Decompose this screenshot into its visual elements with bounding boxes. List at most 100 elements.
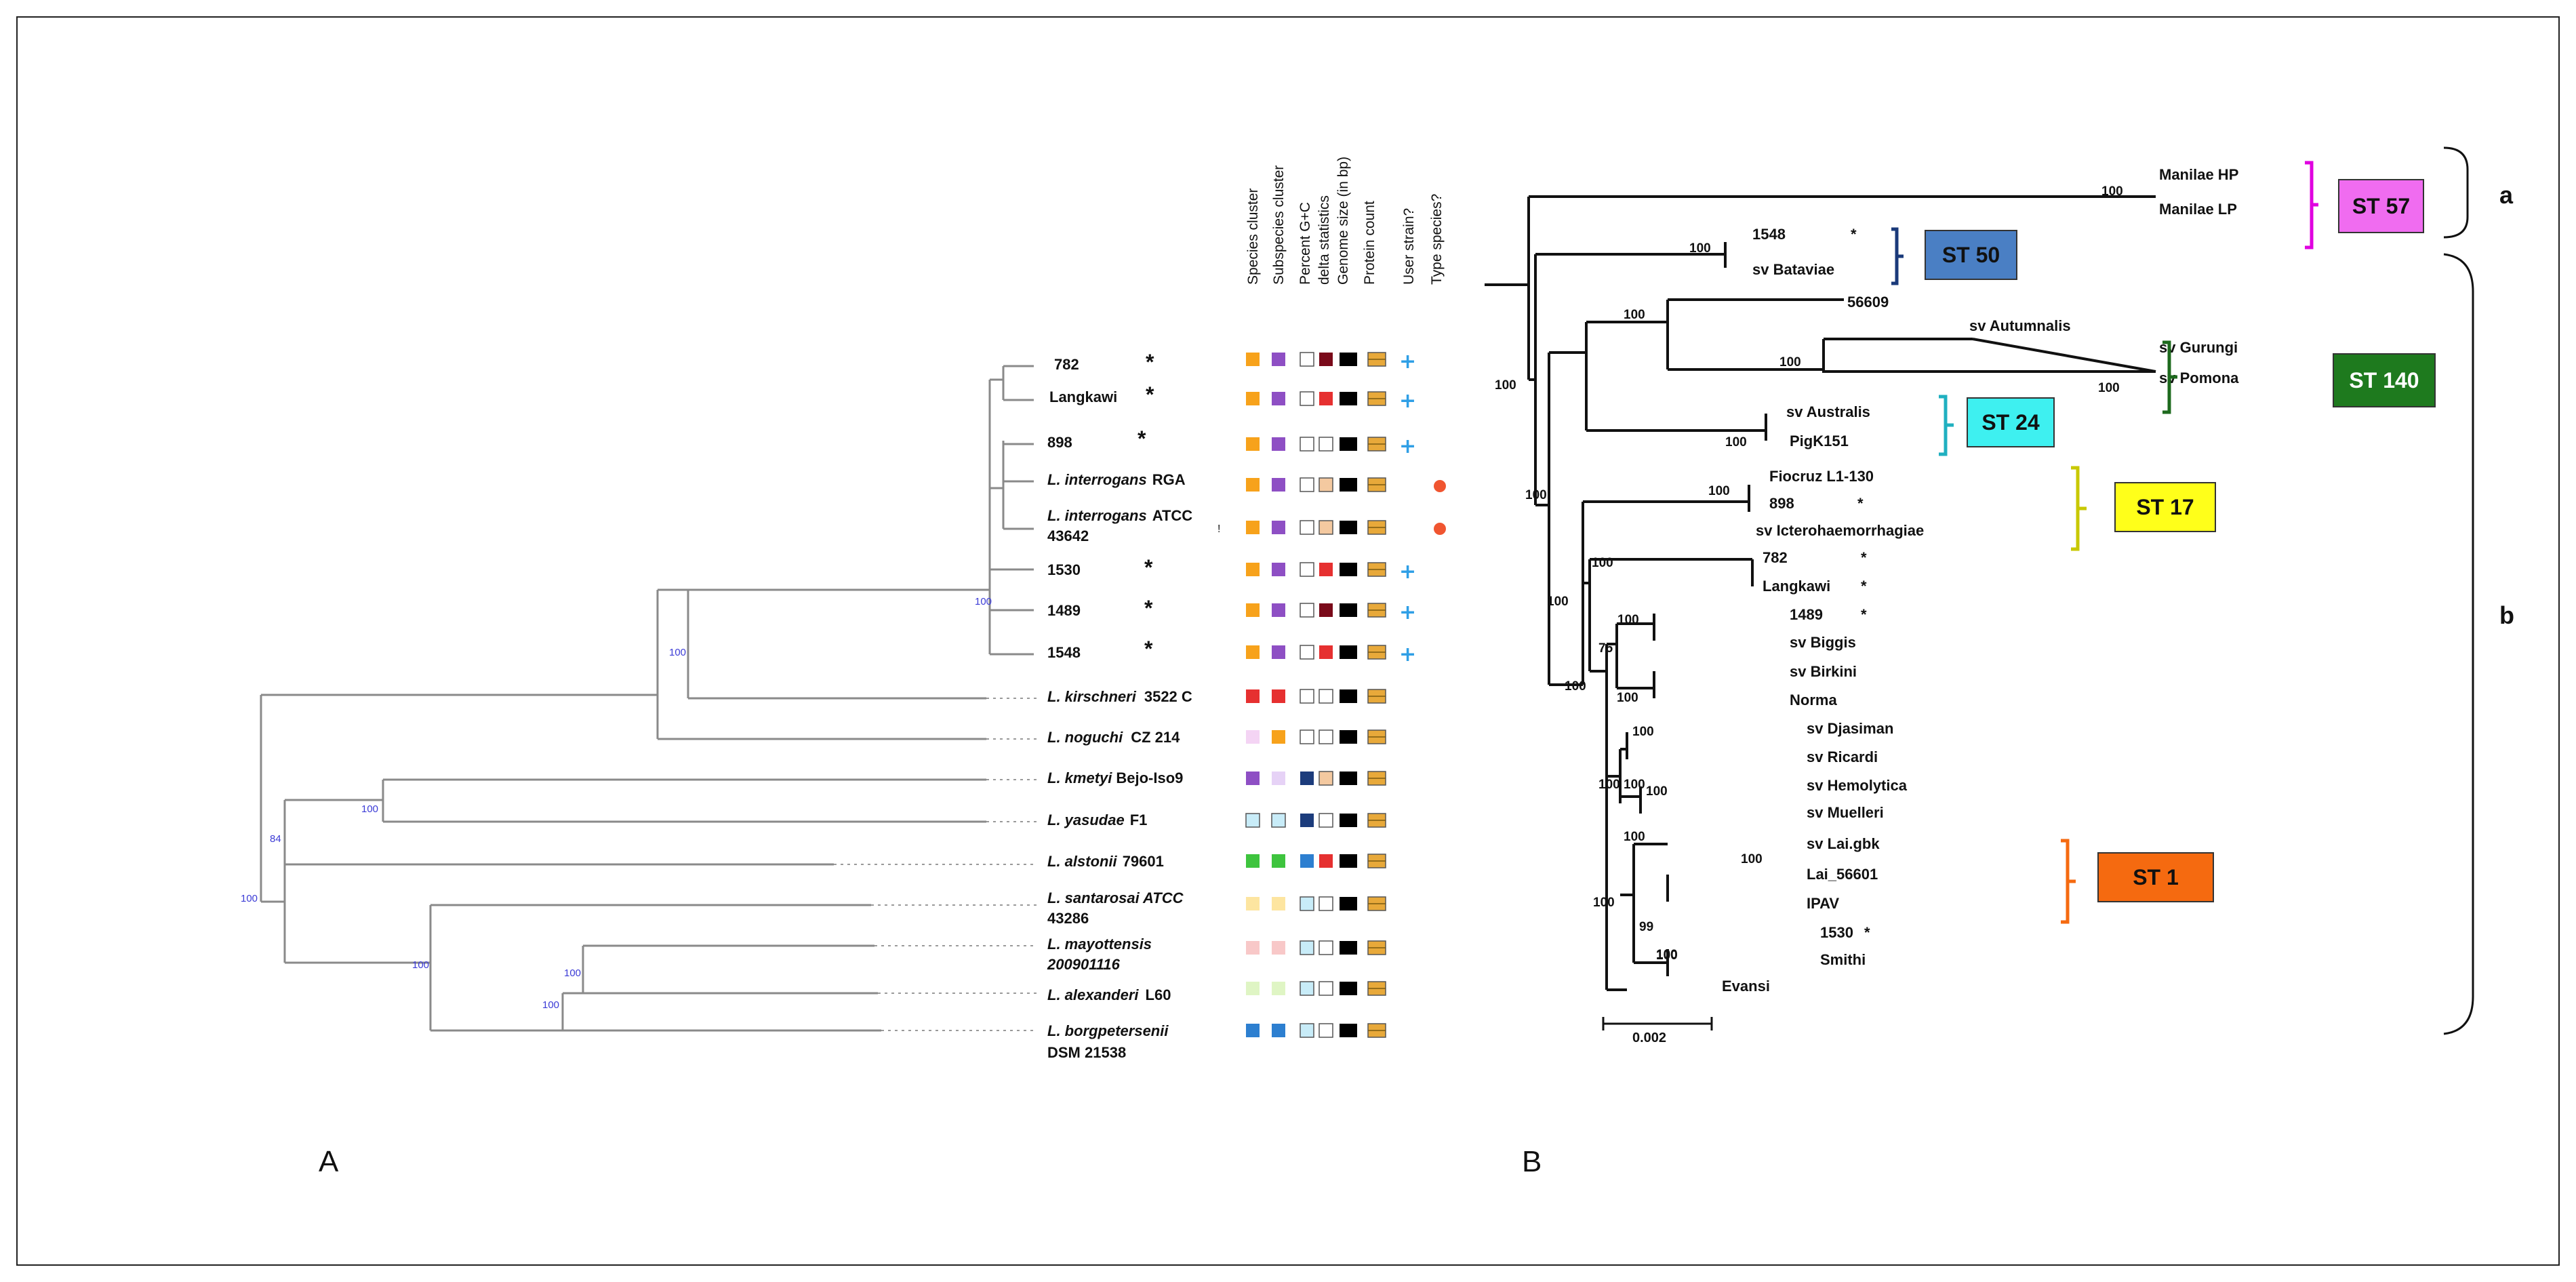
cluster-swatch (1319, 520, 1333, 535)
user-strain-cross-icon: + (1399, 643, 1416, 666)
taxon-name: L. yasudae (1047, 812, 1125, 828)
bootstrap-a-7: 100 (564, 967, 581, 979)
cluster-swatch (1319, 1023, 1333, 1038)
cluster-swatch (1340, 772, 1357, 785)
scale-bar-label: 0.002 (1632, 1030, 1666, 1045)
svg-text:898: 898 (1047, 434, 1072, 451)
bootstrap-b-11: 100 (1547, 595, 1569, 609)
st-box (2114, 482, 2216, 532)
panel-b-leaves: Manilae HP Manilae LP 1548 * sv Bataviae… (1722, 166, 2239, 995)
taxon-strain: DSM 21538 (1047, 1044, 1126, 1061)
user-strain-star: * (1144, 637, 1153, 661)
leaf-star: * (1857, 495, 1864, 512)
panel-a-label: A (319, 1145, 339, 1178)
bootstrap-b-7: 100 (1725, 435, 1747, 449)
bootstrap-a-4: 100 (412, 959, 429, 971)
bootstrap-b-4: 100 (1779, 355, 1801, 369)
taxon-name: L. mayottensis (1047, 936, 1152, 953)
user-strain-star: * (1138, 426, 1146, 451)
leaf-label: Lai_56601 (1807, 866, 1878, 883)
bootstrap-b-5: 100 (2098, 381, 2120, 395)
leaf-label: sv Australis (1786, 403, 1870, 420)
taxon-strain: 200901116 (1047, 956, 1121, 973)
bootstrap-b-25: 100 (1656, 948, 1678, 963)
cluster-swatch (1272, 854, 1285, 868)
st-label: ST 50 (1942, 243, 2000, 267)
taxon-name: 782 (1054, 356, 1079, 373)
cluster-swatch (1340, 645, 1357, 659)
bootstrap-b-12: 100 (1617, 613, 1639, 627)
leaf-label: sv Gurungi (2159, 339, 2238, 356)
bootstrap-b-13: 100 (1565, 679, 1586, 694)
leaf-star: * (1851, 226, 1857, 243)
user-strain-cross-icon: + (1399, 389, 1416, 413)
leaf-star: * (1861, 549, 1867, 566)
col-header-subspecies-cluster: Subspecies cluster (1271, 165, 1287, 285)
cluster-swatch (1272, 730, 1285, 744)
st-label: ST 1 (2133, 865, 2179, 889)
taxon-strain: 43642 (1047, 527, 1089, 544)
col-header-species-cluster: Species cluster (1245, 188, 1261, 285)
st-brackets (1891, 161, 2318, 924)
bootstrap-a-6: 100 (241, 893, 258, 904)
cluster-swatch (1319, 689, 1333, 704)
cluster-swatch (1300, 562, 1314, 577)
cluster-swatch (1272, 941, 1285, 955)
cluster-swatch (1246, 941, 1260, 955)
cluster-swatch (1246, 563, 1260, 576)
cluster-swatch (1319, 896, 1333, 911)
leaf-label: 782 (1763, 549, 1788, 566)
cluster-swatch (1272, 603, 1285, 617)
leaf-label: 1489 (1790, 606, 1823, 623)
bootstrap-a-1: 100 (975, 596, 992, 607)
svg-text:782: 782 (1054, 356, 1079, 373)
cluster-swatch (1340, 1024, 1357, 1037)
group-label-a: a (2499, 181, 2514, 209)
leaf-label: Norma (1790, 692, 1837, 708)
cluster-swatch (1319, 981, 1333, 996)
bootstrap-b-9: 100 (1708, 484, 1730, 498)
cluster-swatch (1300, 814, 1314, 827)
cluster-swatch (1272, 897, 1285, 910)
svg-text:Langkawi: Langkawi (1049, 388, 1117, 405)
bootstrap-b-19: 100 (1646, 784, 1668, 799)
cluster-swatch (1300, 854, 1314, 868)
cluster-swatch (1319, 477, 1333, 492)
cluster-swatch (1246, 353, 1260, 366)
user-strain-cross-icon: + (1399, 560, 1416, 584)
cluster-swatch (1272, 521, 1285, 534)
st-box (2097, 852, 2214, 902)
svg-text:1530: 1530 (1047, 561, 1081, 578)
leaf-star: * (1861, 578, 1867, 595)
leaf-label: Langkawi (1763, 578, 1830, 595)
cluster-swatch (1319, 392, 1333, 405)
bootstrap-b-24: 99 (1639, 920, 1653, 934)
bootstrap-b-14: 75 (1598, 641, 1613, 656)
cluster-swatch (1319, 854, 1333, 868)
cluster-swatch (1272, 689, 1285, 703)
col-header-gc: Percent G+C (1297, 202, 1313, 285)
cluster-swatch (1272, 353, 1285, 366)
cluster-swatch (1340, 437, 1357, 451)
bootstrap-b-16: 100 (1632, 725, 1654, 739)
user-strain-star: * (1144, 596, 1153, 620)
svg-text:1548: 1548 (1047, 644, 1081, 661)
cluster-swatch (1340, 392, 1357, 405)
figure-frame (16, 16, 2560, 1266)
taxon-strain: CZ 214 (1131, 729, 1180, 746)
taxon-name: 1548 (1047, 644, 1081, 661)
leaf-label: sv Muelleri (1807, 804, 1884, 821)
panel-b-label: B (1522, 1145, 1542, 1178)
st-box (1925, 230, 2017, 280)
cluster-swatch (1340, 897, 1357, 910)
leaf-label: sv Biggis (1790, 634, 1856, 651)
cluster-swatch (1340, 854, 1357, 868)
st-label: ST 57 (2352, 194, 2410, 218)
cluster-swatch (1272, 772, 1285, 785)
panel-a-column-headers: Species cluster Subspecies cluster Perce… (1245, 157, 1445, 285)
